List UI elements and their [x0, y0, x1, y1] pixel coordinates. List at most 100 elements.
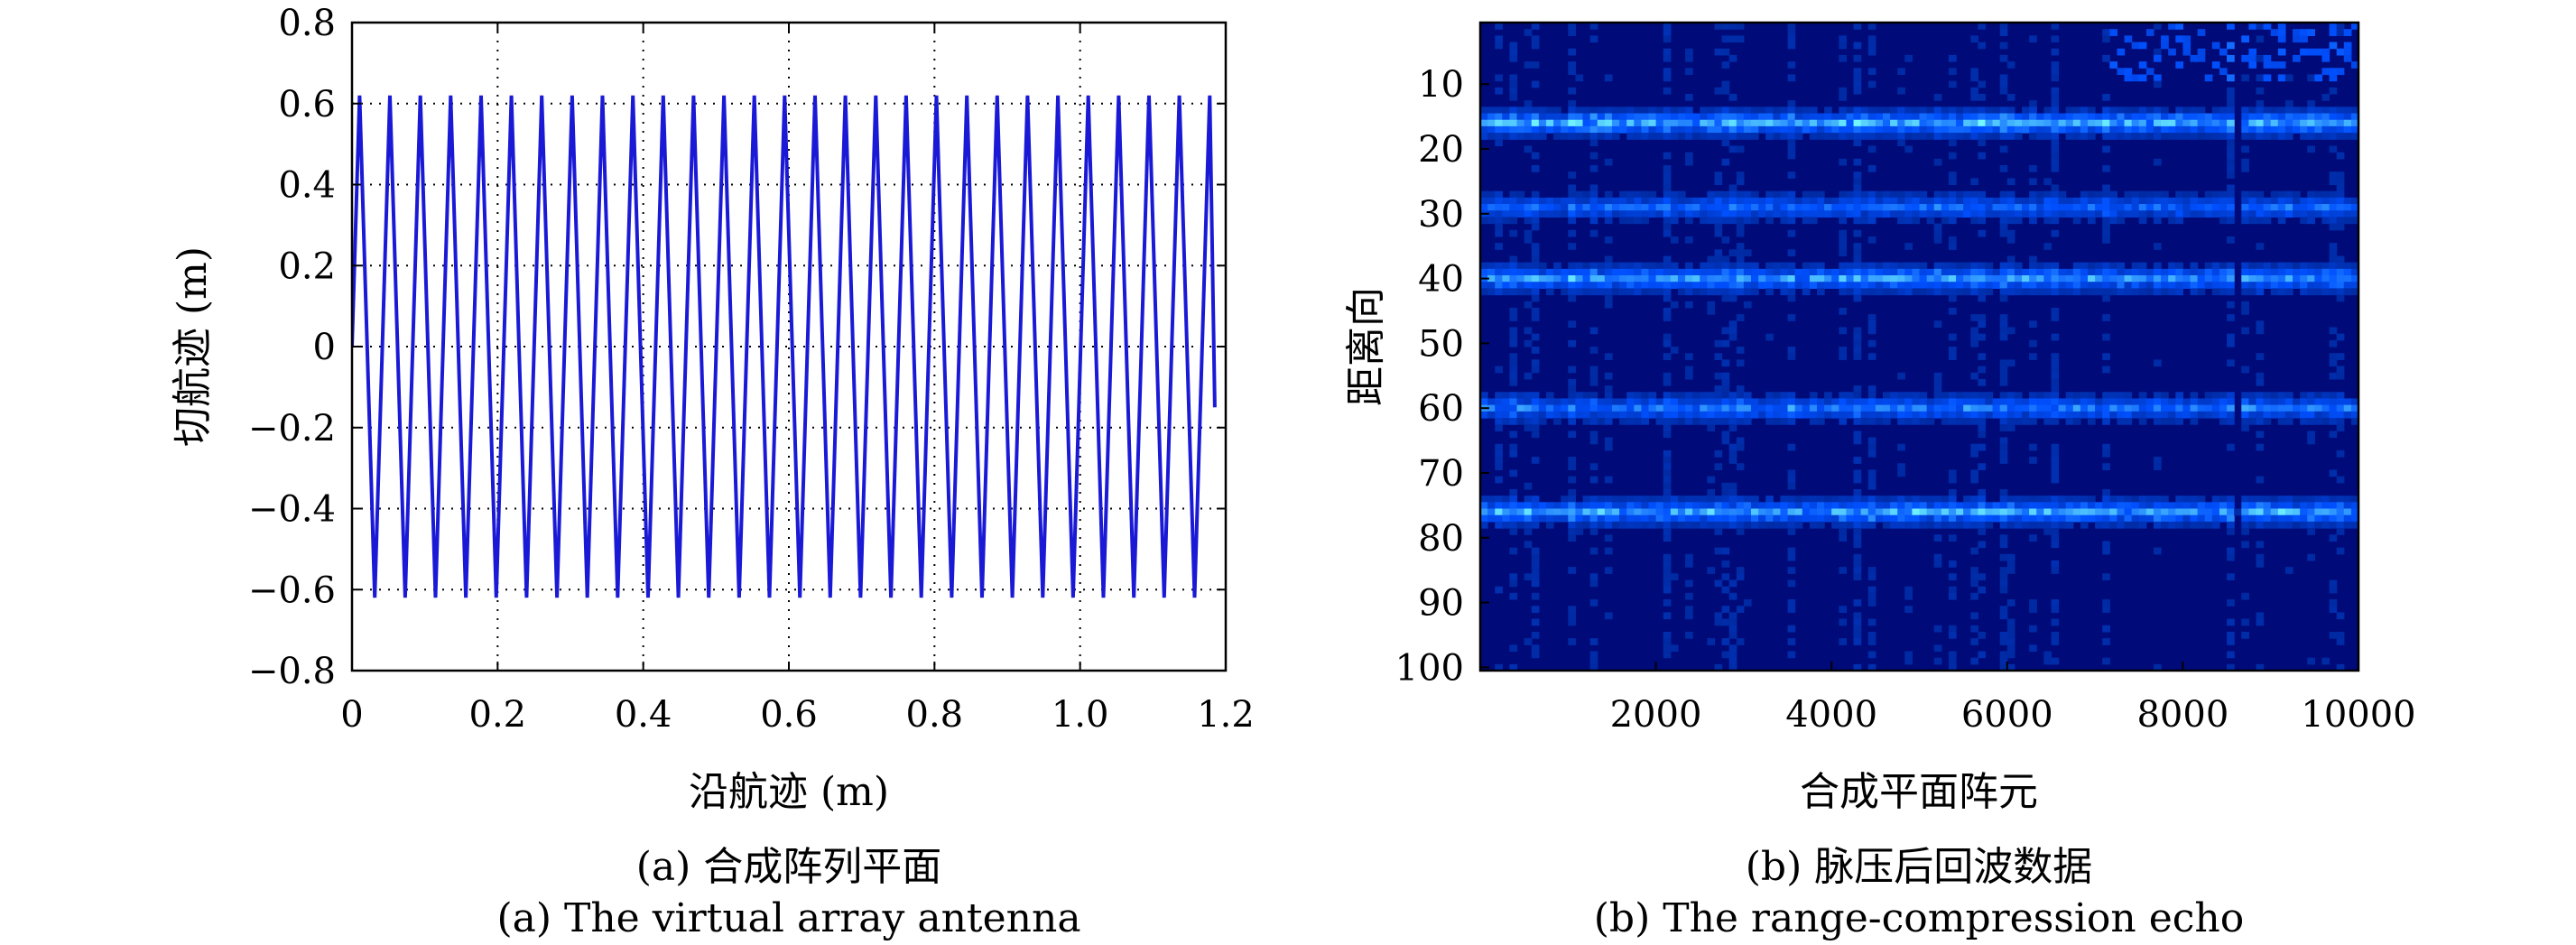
heatmap-cell — [1531, 61, 1540, 69]
heatmap-cell — [1604, 190, 1613, 199]
heatmap-cell — [2248, 119, 2257, 127]
heatmap-cell — [1655, 398, 1664, 406]
heatmap-cell — [1773, 514, 1782, 523]
heatmap-cell — [1655, 502, 1664, 510]
heatmap-cell — [2102, 164, 2110, 172]
heatmap-cell — [1736, 217, 1745, 225]
heatmap-cell — [2263, 119, 2272, 127]
heatmap-cell — [2227, 190, 2235, 199]
heatmap-cell — [2095, 119, 2103, 127]
heatmap-cell — [1648, 521, 1657, 529]
heatmap-cell — [1677, 113, 1686, 121]
heatmap-cell — [2329, 514, 2338, 523]
heatmap-cell — [1736, 385, 1745, 393]
heatmap-cell — [1963, 514, 1971, 523]
heatmap-cell — [1707, 113, 1716, 121]
heatmap-cell — [1707, 404, 1716, 412]
heatmap-cell — [2043, 288, 2052, 296]
heatmap-cell — [2102, 547, 2110, 555]
heatmap-cell — [1561, 113, 1569, 121]
heatmap-cell — [2300, 210, 2308, 218]
heatmap-cell — [2080, 197, 2089, 205]
heatmap-cell — [2248, 48, 2257, 56]
heatmap-cell — [2102, 223, 2110, 231]
heatmap-cell — [1487, 508, 1496, 516]
heatmap-cell — [1875, 210, 1884, 218]
heatmap-cell — [2336, 521, 2345, 529]
heatmap-cell — [2175, 125, 2183, 134]
heatmap-cell — [2277, 35, 2286, 43]
heatmap-cell — [1853, 74, 1862, 82]
heatmap-cell — [1780, 197, 1789, 205]
heatmap-cell — [1531, 314, 1540, 321]
heatmap-cell — [1670, 262, 1679, 270]
heatmap-cell — [2138, 275, 2147, 283]
heatmap-cell — [1685, 288, 1693, 296]
heatmap-cell — [2022, 508, 2030, 516]
heatmap-cell — [1663, 314, 1672, 321]
heatmap-cell — [2153, 404, 2162, 412]
heatmap-cell — [1751, 107, 1759, 115]
heatmap-cell — [2153, 125, 2162, 134]
heatmap-cell — [2277, 29, 2286, 36]
heatmap-cell — [1787, 35, 1796, 43]
heatmap-cell — [2219, 204, 2228, 211]
heatmap-cell — [2241, 54, 2249, 62]
heatmap-cell — [1619, 268, 1627, 276]
heatmap-cell — [1487, 113, 1496, 121]
heatmap-cell — [2182, 514, 2191, 523]
heatmap-cell — [1582, 514, 1591, 523]
heatmap-cell — [1839, 567, 1848, 574]
heatmap-cell — [1824, 502, 1832, 510]
heatmap-cell — [1531, 333, 1540, 341]
heatmap-cell — [1714, 197, 1723, 205]
heatmap-cell — [2087, 113, 2096, 121]
heatmap-cell — [1853, 268, 1862, 276]
heatmap-cell — [1524, 61, 1533, 69]
heatmap-cell — [2256, 378, 2265, 386]
heatmap-cell — [1721, 48, 1730, 56]
heatmap-cell — [1582, 262, 1591, 270]
heatmap-cell — [1714, 282, 1723, 289]
heatmap-cell — [1582, 404, 1591, 412]
heatmap-cell — [2124, 210, 2133, 218]
heatmap-cell — [2175, 411, 2183, 419]
heatmap-cell — [2270, 268, 2279, 276]
heatmap-cell — [1648, 508, 1657, 516]
heatmap-cell — [1897, 268, 1905, 276]
heatmap-cell — [1853, 417, 1862, 425]
heatmap-cell — [2336, 496, 2345, 503]
heatmap-cell — [1495, 35, 1503, 43]
heatmap-cell — [1714, 612, 1723, 620]
heatmap-cell — [1714, 125, 1723, 134]
heatmap-cell — [1919, 190, 1928, 199]
heatmap-cell — [2241, 164, 2249, 172]
heatmap-cell — [2131, 197, 2140, 205]
heatmap-cell — [1509, 353, 1518, 360]
heatmap-cell — [2197, 119, 2206, 127]
heatmap-cell — [1714, 223, 1723, 231]
heatmap-cell — [1780, 119, 1789, 127]
heatmap-cell — [1663, 197, 1672, 205]
heatmap-cell — [2131, 411, 2140, 419]
heatmap-cell — [2102, 398, 2110, 406]
heatmap-cell — [2161, 268, 2169, 276]
heatmap-cell — [2058, 496, 2067, 503]
heatmap-cell — [2051, 210, 2060, 218]
heatmap-cell — [1978, 443, 1987, 451]
heatmap-cell — [2072, 107, 2081, 115]
heatmap-cell — [1663, 164, 1672, 172]
heatmap-cell — [1992, 107, 2001, 115]
heatmap-cell — [1890, 133, 1898, 140]
heatmap-cell — [2248, 502, 2257, 510]
heatmap-cell — [1978, 508, 1987, 516]
heatmap-cell — [1604, 547, 1613, 555]
heatmap-cell — [1728, 294, 1737, 302]
heatmap-cell — [1634, 508, 1642, 516]
heatmap-cell — [2051, 158, 2060, 166]
heatmap-cell — [1721, 359, 1730, 367]
heatmap-cell — [1692, 417, 1700, 425]
heatmap-cell — [1816, 190, 1825, 199]
heatmap-cell — [1545, 125, 1554, 134]
heatmap-cell — [1714, 249, 1723, 257]
